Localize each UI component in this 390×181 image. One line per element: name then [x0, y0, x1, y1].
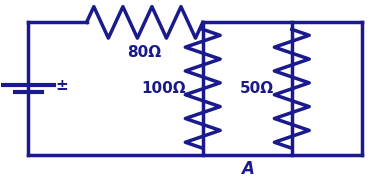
- Text: A: A: [241, 160, 254, 178]
- Text: 80Ω: 80Ω: [128, 45, 162, 60]
- Text: ±: ±: [56, 78, 68, 93]
- Text: 100Ω: 100Ω: [142, 81, 186, 96]
- Text: 50Ω: 50Ω: [240, 81, 274, 96]
